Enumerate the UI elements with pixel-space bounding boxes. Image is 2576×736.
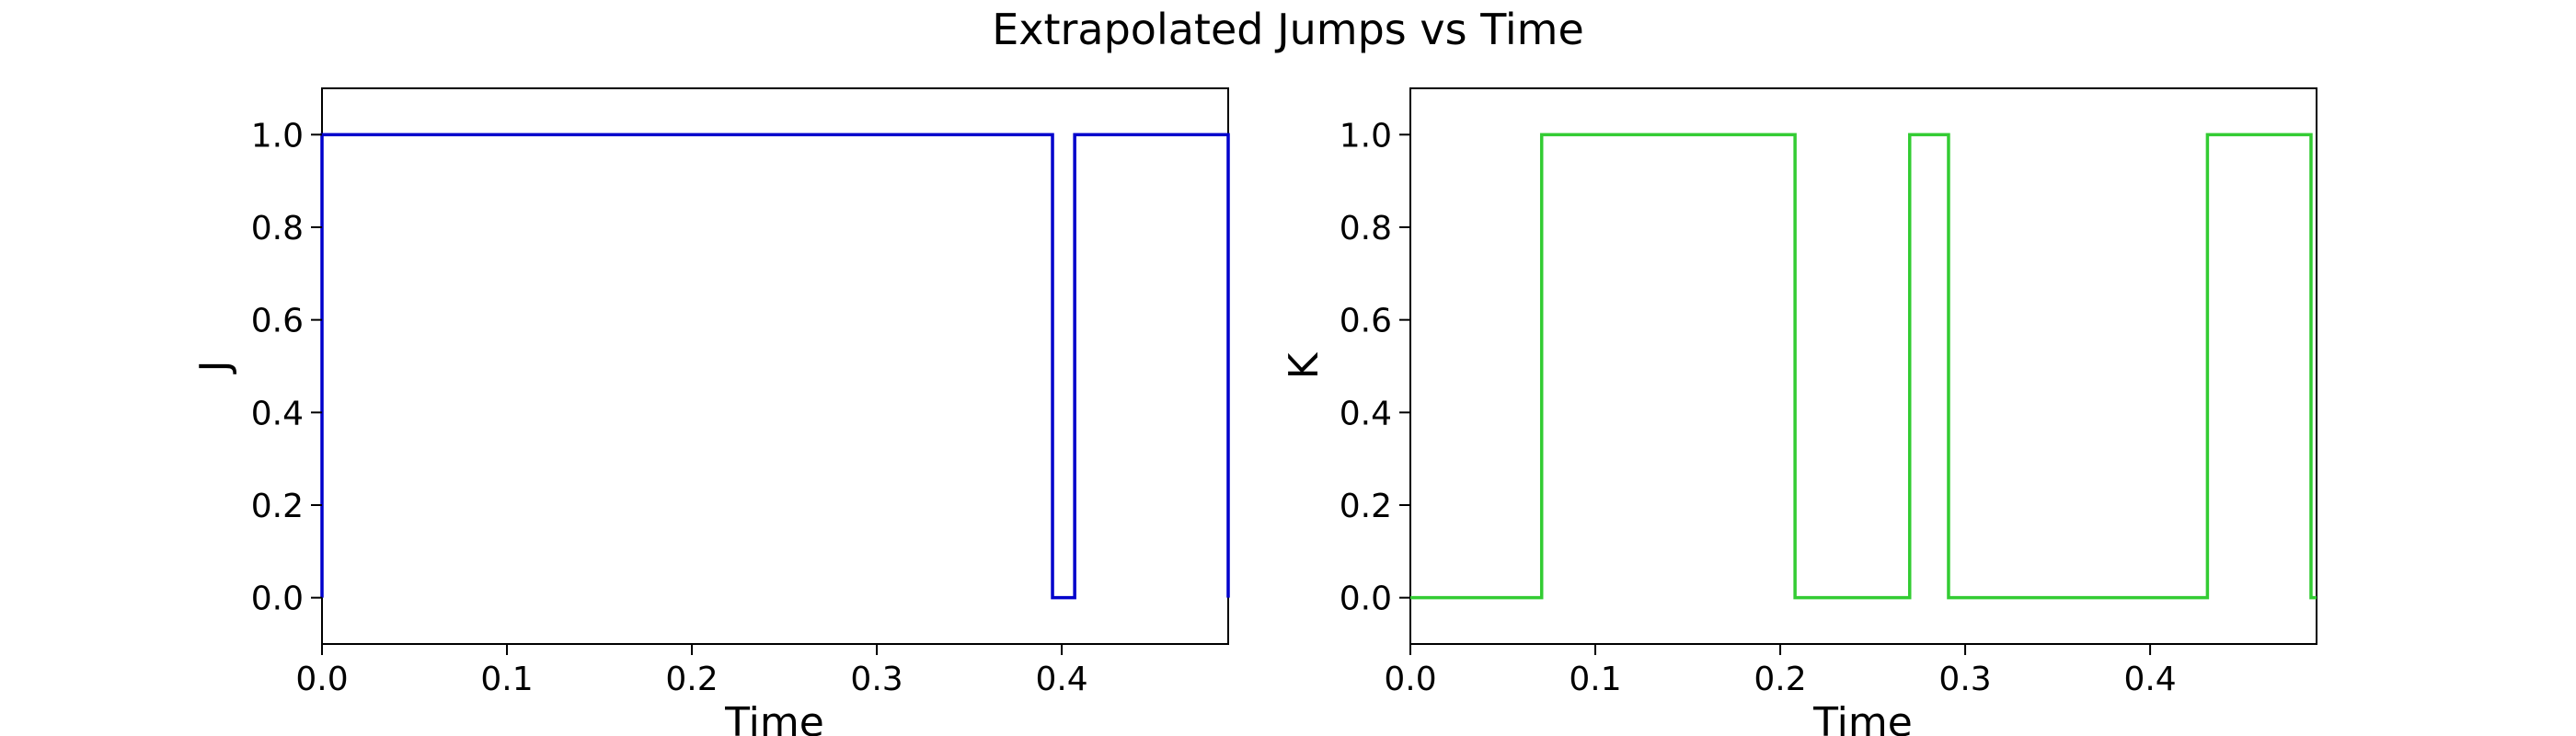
y-axis: 0.0 0.2 0.4 0.6 0.8 1.0: [251, 117, 322, 618]
x-tick-label: 0.0: [295, 661, 348, 698]
plot-frame: [1409, 87, 2317, 645]
x-tick-label: 0.3: [850, 661, 903, 698]
y-axis-label: K: [1281, 351, 1328, 379]
x-tick-label: 0.2: [665, 661, 718, 698]
y-tick-label: 0.2: [251, 488, 304, 525]
x-tick-label: 0.4: [1035, 661, 1087, 698]
y-tick-label: 1.0: [251, 117, 304, 155]
x-axis: 0.0 0.1 0.2 0.3 0.4: [295, 644, 1088, 698]
y-tick-label: 0.4: [251, 395, 304, 432]
plot-frame: [321, 87, 1229, 645]
x-axis-label: Time: [724, 699, 824, 736]
y-axis: 0.0 0.2 0.4 0.6 0.8 1.0: [1340, 117, 1410, 618]
x-axis: 0.0 0.1 0.2 0.3 0.4: [1384, 644, 2177, 698]
y-tick-label: 1.0: [1340, 117, 1392, 155]
x-axis-label: Time: [1812, 699, 1913, 736]
y-tick-label: 0.4: [1340, 395, 1392, 432]
y-tick-label: 0.8: [251, 210, 304, 247]
y-tick-label: 0.0: [251, 581, 304, 618]
figure-title: Extrapolated Jumps vs Time: [992, 5, 1584, 54]
x-tick-label: 0.2: [1754, 661, 1806, 698]
x-tick-label: 0.4: [2123, 661, 2176, 698]
chart-panel-j: 0.0 0.1 0.2 0.3 0.4 0.00.20.40.60.81.0 Time …: [191, 87, 1230, 736]
y-tick-label: 0.2: [1340, 488, 1392, 525]
series-line-j: [320, 132, 1230, 600]
y-tick-label: 0.6: [251, 303, 304, 340]
x-tick-label: 0.0: [1384, 661, 1436, 698]
series-line-k: [1410, 132, 2317, 600]
x-tick-label: 0.1: [480, 661, 533, 698]
y-tick-label: 0.8: [1340, 210, 1392, 247]
x-tick-label: 0.3: [1938, 661, 1991, 698]
y-tick-label: 0.6: [1340, 303, 1392, 340]
chart-panel-k: 0.0 0.1 0.2 0.3 0.4 0.00.20.40.60.81.0 Time …: [1281, 87, 2317, 736]
y-tick-label: 0.0: [1340, 581, 1392, 618]
y-axis-label: J: [191, 361, 238, 375]
x-tick-label: 0.1: [1569, 661, 1621, 698]
